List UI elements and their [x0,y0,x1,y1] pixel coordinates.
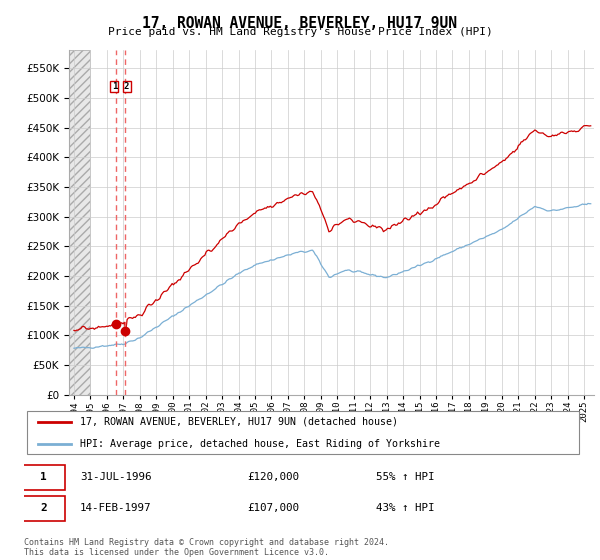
Text: 14-FEB-1997: 14-FEB-1997 [80,503,151,513]
Text: Price paid vs. HM Land Registry's House Price Index (HPI): Price paid vs. HM Land Registry's House … [107,27,493,37]
Text: 1: 1 [40,473,47,482]
Text: £120,000: £120,000 [247,473,299,482]
Text: Contains HM Land Registry data © Crown copyright and database right 2024.
This d: Contains HM Land Registry data © Crown c… [24,538,389,557]
FancyBboxPatch shape [23,465,65,489]
Text: 43% ↑ HPI: 43% ↑ HPI [376,503,434,513]
Text: 2: 2 [124,82,129,91]
Text: 17, ROWAN AVENUE, BEVERLEY, HU17 9UN (detached house): 17, ROWAN AVENUE, BEVERLEY, HU17 9UN (de… [80,417,398,427]
Text: £107,000: £107,000 [247,503,299,513]
Text: HPI: Average price, detached house, East Riding of Yorkshire: HPI: Average price, detached house, East… [80,438,440,449]
Bar [69,50,91,395]
Text: 1: 1 [112,82,117,91]
Text: 31-JUL-1996: 31-JUL-1996 [80,473,151,482]
FancyBboxPatch shape [23,496,65,521]
Bar [69,50,91,395]
Text: 17, ROWAN AVENUE, BEVERLEY, HU17 9UN: 17, ROWAN AVENUE, BEVERLEY, HU17 9UN [143,16,458,31]
Text: 55% ↑ HPI: 55% ↑ HPI [376,473,434,482]
Text: 2: 2 [40,503,47,513]
FancyBboxPatch shape [27,410,579,455]
